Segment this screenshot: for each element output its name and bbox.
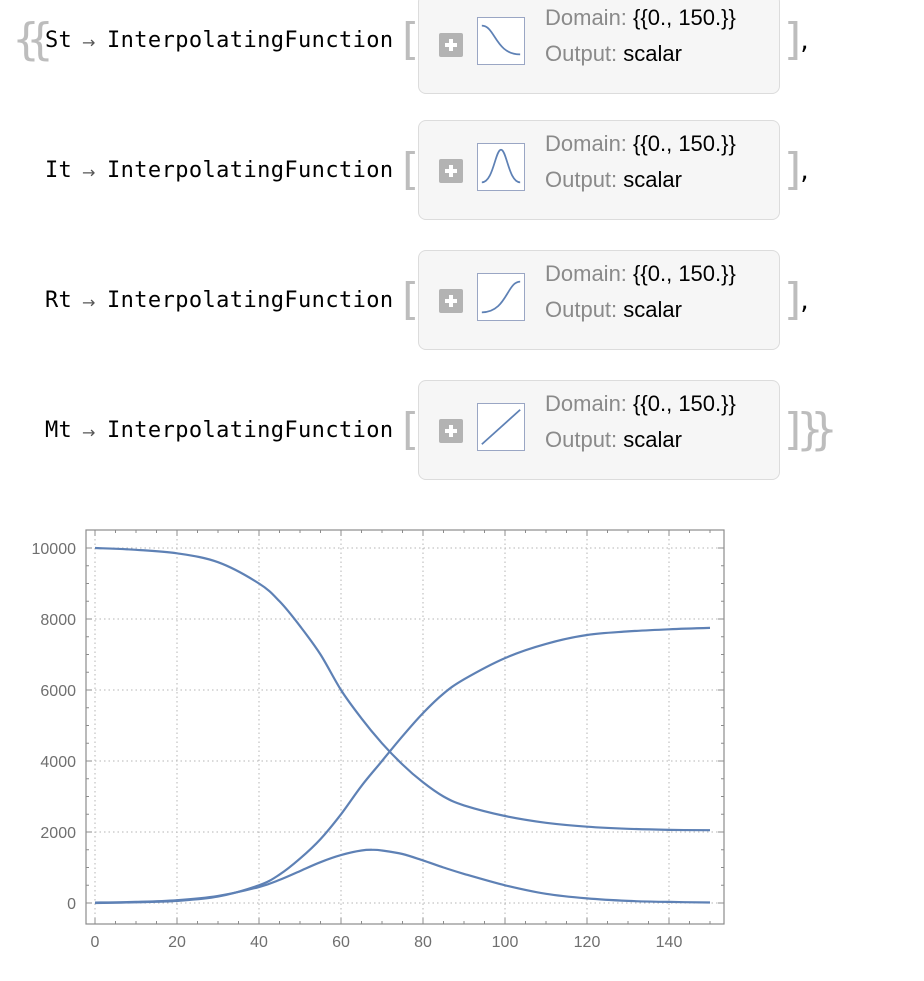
y-tick-label: 2000 [40, 825, 76, 842]
expand-plus-icon[interactable] [439, 33, 463, 57]
output-line: Output: scalar [545, 297, 682, 323]
variable-name: Rt [45, 288, 73, 313]
output-value: scalar [623, 41, 682, 66]
sigmoid-up-icon [477, 273, 525, 321]
rule-arrow-icon: → [82, 163, 96, 182]
sigmoid-down-icon [477, 17, 525, 65]
x-tick-label: 40 [250, 934, 268, 951]
rule-row-mt: Mt → InterpolatingFunction [ Domain: {{0., … [0, 380, 924, 500]
inner-open-brace-icon: { [26, 14, 54, 65]
domain-line: Domain: {{0., 150.}} [545, 131, 736, 157]
domain-line: Domain: {{0., 150.}} [545, 5, 736, 31]
bell-curve-icon [477, 143, 525, 191]
output-line: Output: scalar [545, 41, 682, 67]
separator-comma: , [798, 290, 812, 315]
solution-plot: 0 20 40 60 80 100 120 140 0 2000 4000 6000 8000 10000 [32, 529, 725, 951]
interpolating-function-summary[interactable]: Domain: {{0., 150.}} Output: scalar [418, 0, 780, 94]
domain-value: {{0., 150.}} [633, 391, 736, 416]
y-tick-label: 6000 [40, 683, 76, 700]
close-bracket-icon: ] [784, 14, 802, 65]
series-line-2 [94, 848, 711, 904]
x-tick-label: 120 [574, 934, 601, 951]
y-tick-label: 0 [67, 896, 76, 913]
domain-label: Domain: [545, 131, 627, 156]
open-bracket-icon: [ [402, 14, 420, 65]
domain-label: Domain: [545, 5, 627, 30]
function-name: InterpolatingFunction [107, 28, 394, 53]
outer-close-brace-icon: } [810, 404, 838, 455]
inner-close-brace-icon: } [796, 404, 824, 455]
output-label: Output: [545, 297, 618, 322]
series-line-3 [94, 626, 711, 905]
x-tick-label: 20 [168, 934, 186, 951]
rule-arrow-icon: → [82, 293, 96, 312]
output-value: scalar [623, 167, 682, 192]
plot-frame [85, 529, 725, 925]
domain-line: Domain: {{0., 150.}} [545, 391, 736, 417]
series-line-1 [94, 546, 711, 832]
function-name: InterpolatingFunction [107, 418, 394, 443]
y-tick-label: 8000 [40, 612, 76, 629]
plot-ticks: 0 20 40 60 80 100 120 140 0 2000 4000 6000 8000 10000 [32, 530, 724, 951]
plot-grid [86, 530, 724, 924]
function-name: InterpolatingFunction [107, 158, 394, 183]
variable-name: It [45, 158, 73, 183]
close-bracket-icon: ] [784, 144, 802, 195]
output-label: Output: [545, 41, 618, 66]
outer-open-brace-icon: { [12, 14, 40, 65]
close-bracket-icon: ] [784, 404, 802, 455]
output-value: scalar [623, 297, 682, 322]
domain-label: Domain: [545, 261, 627, 286]
plot-series [94, 546, 711, 905]
rule-row-rt: Rt → InterpolatingFunction [ Domain: {{0., … [0, 250, 924, 370]
interpolating-function-summary[interactable]: Domain: {{0., 150.}} Output: scalar [418, 120, 780, 220]
output-value: scalar [623, 427, 682, 452]
open-bracket-icon: [ [402, 144, 420, 195]
y-tick-label: 4000 [40, 754, 76, 771]
domain-label: Domain: [545, 391, 627, 416]
rule-row-it: It → InterpolatingFunction [ Domain: {{0., … [0, 120, 924, 240]
domain-value: {{0., 150.}} [633, 131, 736, 156]
rule-arrow-icon: → [82, 33, 96, 52]
rule-row-st: {{St → InterpolatingFunction [ Domain: {{0.… [0, 0, 924, 110]
interpolating-function-summary[interactable]: Domain: {{0., 150.}} Output: scalar [418, 380, 780, 480]
x-tick-label: 60 [332, 934, 350, 951]
output-label: Output: [545, 427, 618, 452]
close-bracket-icon: ] [784, 274, 802, 325]
open-bracket-icon: [ [402, 274, 420, 325]
expand-plus-icon[interactable] [439, 289, 463, 313]
y-tick-label: 10000 [32, 541, 77, 558]
variable-name: Mt [45, 418, 73, 443]
variable-name: St [45, 28, 73, 53]
x-tick-label: 100 [492, 934, 519, 951]
domain-value: {{0., 150.}} [633, 5, 736, 30]
open-bracket-icon: [ [402, 404, 420, 455]
rule-arrow-icon: → [82, 423, 96, 442]
output-line: Output: scalar [545, 427, 682, 453]
output-line: Output: scalar [545, 167, 682, 193]
domain-line: Domain: {{0., 150.}} [545, 261, 736, 287]
interpolating-function-summary[interactable]: Domain: {{0., 150.}} Output: scalar [418, 250, 780, 350]
plot-border [85, 529, 725, 925]
separator-comma: , [798, 30, 812, 55]
x-tick-label: 140 [656, 934, 683, 951]
x-tick-label: 80 [414, 934, 432, 951]
expand-plus-icon[interactable] [439, 159, 463, 183]
expand-plus-icon[interactable] [439, 419, 463, 443]
x-tick-label: 0 [91, 934, 100, 951]
linear-icon [477, 403, 525, 451]
output-label: Output: [545, 167, 618, 192]
separator-comma: , [798, 160, 812, 185]
function-name: InterpolatingFunction [107, 288, 394, 313]
domain-value: {{0., 150.}} [633, 261, 736, 286]
